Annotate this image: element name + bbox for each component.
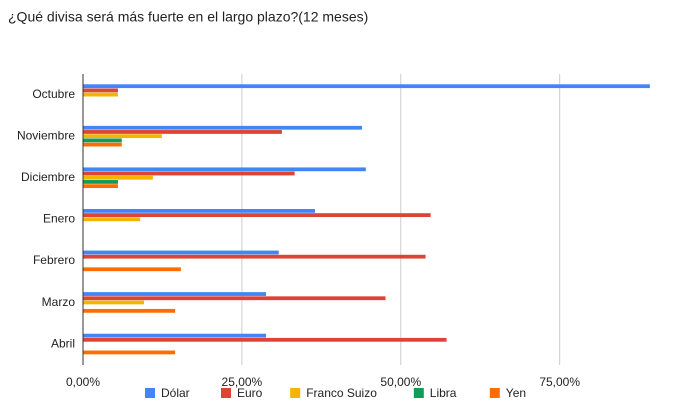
- y-tick-label: Octubre: [32, 87, 75, 101]
- bar: [83, 300, 145, 305]
- bar: [83, 250, 279, 255]
- chart-title: ¿Qué divisa será más fuerte en el largo …: [8, 9, 368, 25]
- bar: [83, 333, 267, 338]
- legend-swatch: [413, 388, 424, 398]
- bar: [83, 184, 118, 189]
- bar: [83, 167, 366, 172]
- legend-swatch: [145, 388, 155, 398]
- legend-swatch: [221, 388, 231, 398]
- legend-swatch: [489, 388, 500, 398]
- legend-swatch: [290, 388, 301, 398]
- x-tick-label: 75,00%: [539, 375, 580, 389]
- bar: [83, 254, 426, 259]
- legend-label: Yen: [506, 386, 526, 400]
- bar: [83, 209, 315, 213]
- bar: [83, 142, 122, 147]
- bar: [83, 337, 447, 342]
- bar: [83, 171, 295, 176]
- y-tick-label: Diciembre: [21, 170, 75, 184]
- bar: [83, 292, 267, 296]
- bar: [83, 217, 141, 222]
- bar: [83, 92, 118, 97]
- bar: [83, 308, 176, 313]
- legend-label: Dólar: [161, 386, 190, 400]
- bar: [83, 84, 650, 89]
- legend-label: Euro: [237, 386, 263, 400]
- y-tick-label: Marzo: [42, 295, 76, 309]
- bar: [83, 350, 176, 355]
- x-tick-label: 0,00%: [66, 375, 100, 389]
- y-tick-label: Abril: [51, 336, 75, 350]
- x-tick-label: 50,00%: [380, 375, 421, 389]
- bar: [83, 134, 162, 139]
- bar: [83, 267, 181, 272]
- bar: [83, 213, 431, 217]
- bar: [83, 130, 282, 134]
- bar: [83, 180, 118, 184]
- y-tick-label: Enero: [43, 212, 75, 226]
- bar: [83, 138, 122, 143]
- bar: [83, 88, 118, 93]
- y-tick-label: Febrero: [33, 253, 75, 267]
- bar: [83, 296, 386, 301]
- bar: [83, 175, 153, 180]
- legend-label: Libra: [430, 386, 457, 400]
- bar: [83, 125, 363, 130]
- x-tick-label: 25,00%: [222, 375, 263, 389]
- legend-label: Franco Suizo: [306, 386, 377, 400]
- y-tick-label: Noviembre: [17, 129, 75, 143]
